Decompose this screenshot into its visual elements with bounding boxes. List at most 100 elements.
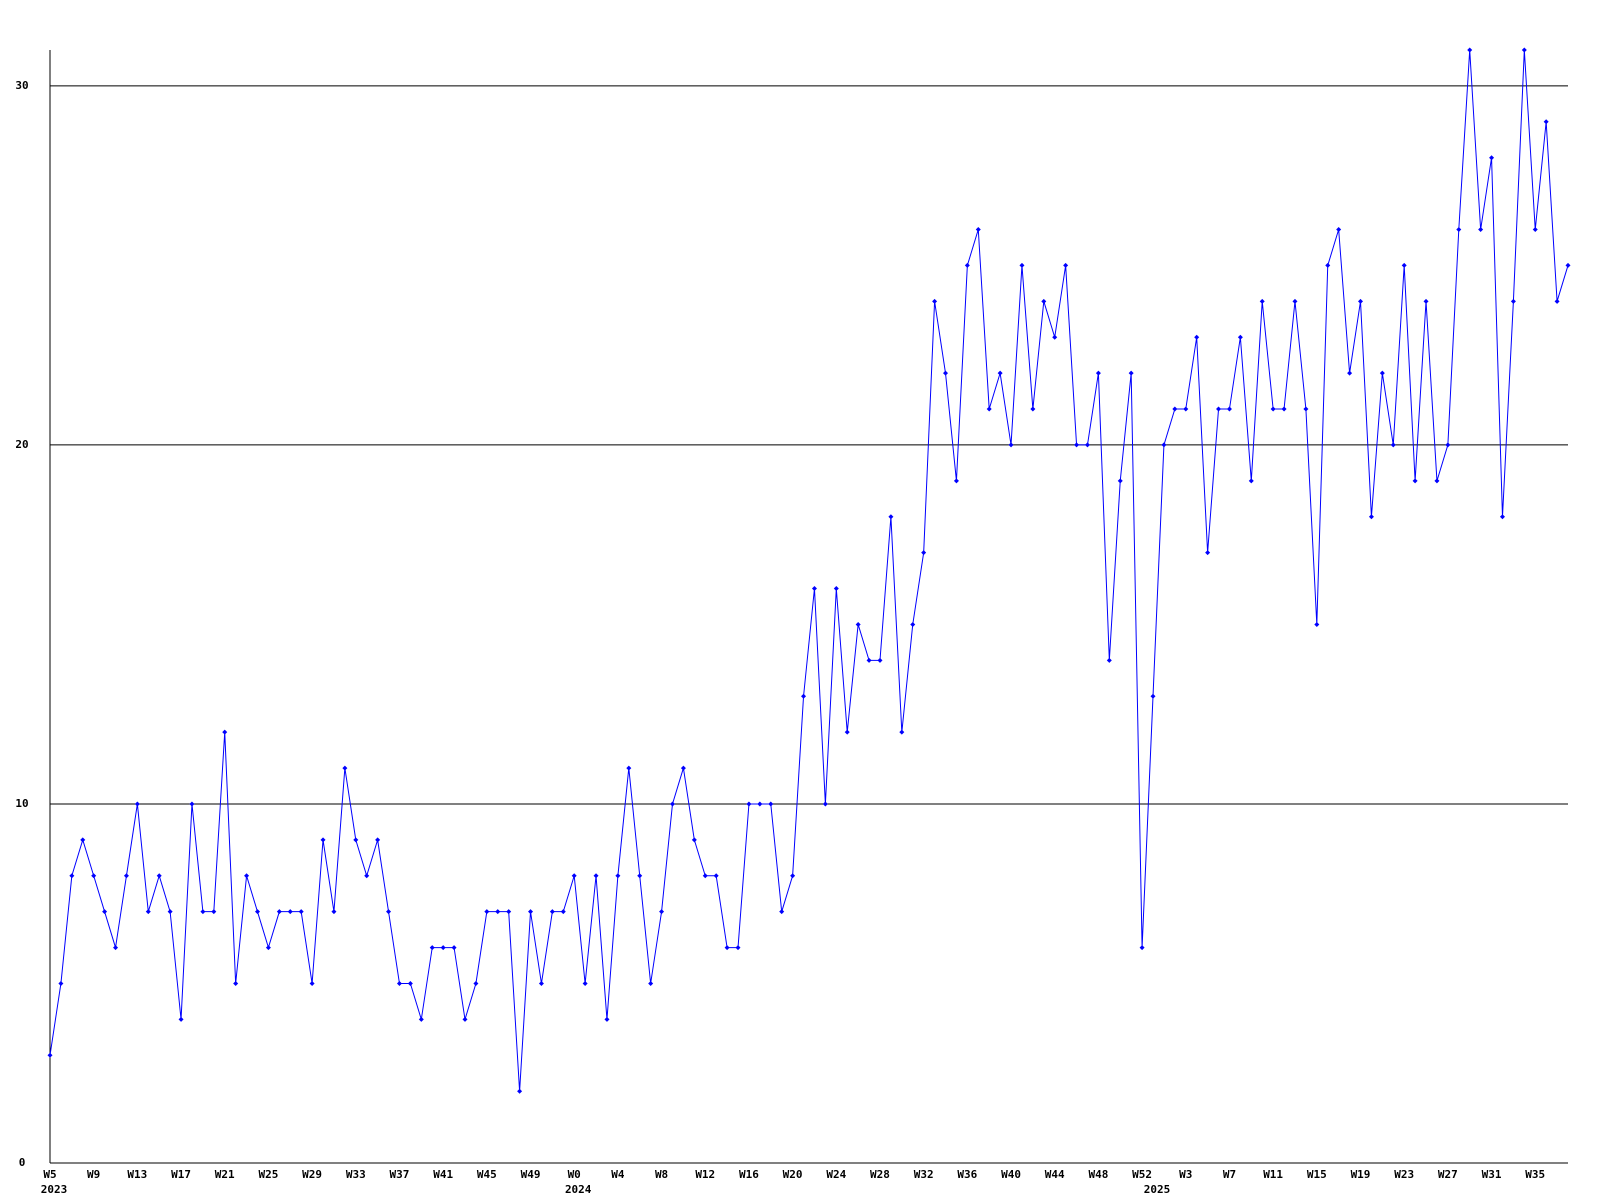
x-tick-label: W24 <box>826 1168 846 1181</box>
data-point <box>855 621 861 627</box>
data-point <box>1019 262 1025 268</box>
x-tick-label: W45 <box>477 1168 497 1181</box>
data-point <box>1554 298 1560 304</box>
data-point <box>538 980 544 986</box>
data-point <box>1205 550 1211 556</box>
data-point <box>1084 442 1090 448</box>
data-point <box>1423 298 1429 304</box>
data-point <box>1510 298 1516 304</box>
data-point <box>877 657 883 663</box>
data-point <box>178 1016 184 1022</box>
data-point <box>1445 442 1451 448</box>
y-tick-label: 10 <box>15 797 28 810</box>
data-point <box>1499 514 1505 520</box>
data-point <box>386 909 392 915</box>
data-point <box>779 909 785 915</box>
x-tick-label: W20 <box>783 1168 803 1181</box>
data-point <box>102 909 108 915</box>
data-point <box>626 765 632 771</box>
data-point <box>1172 406 1178 412</box>
data-point <box>506 909 512 915</box>
data-point <box>1161 442 1167 448</box>
x-tick-label: W28 <box>870 1168 890 1181</box>
data-point <box>1259 298 1265 304</box>
data-point <box>1248 478 1254 484</box>
data-point <box>298 909 304 915</box>
data-point <box>1008 442 1014 448</box>
data-point <box>1314 621 1320 627</box>
x-tick-label: W23 <box>1394 1168 1414 1181</box>
data-point <box>167 909 173 915</box>
x-tick-label: W13 <box>127 1168 147 1181</box>
x-tick-label: W5 <box>43 1168 56 1181</box>
x-tick-label: W27 <box>1438 1168 1458 1181</box>
x-tick-label: W17 <box>171 1168 191 1181</box>
y-tick-label: 20 <box>15 438 28 451</box>
x-tick-label: W21 <box>215 1168 235 1181</box>
data-point <box>1478 227 1484 233</box>
data-point <box>1456 227 1462 233</box>
x-tick-label: W8 <box>655 1168 668 1181</box>
x-tick-label: W19 <box>1351 1168 1371 1181</box>
data-point <box>473 980 479 986</box>
data-point <box>768 801 774 807</box>
data-point <box>1063 262 1069 268</box>
data-point <box>440 945 446 951</box>
data-point <box>1095 370 1101 376</box>
year-label: 2024 <box>565 1183 592 1196</box>
data-line <box>49 49 1569 1092</box>
data-point <box>1358 298 1364 304</box>
x-tick-label: W40 <box>1001 1168 1021 1181</box>
data-point <box>1303 406 1309 412</box>
x-tick-label: W3 <box>1179 1168 1192 1181</box>
data-point <box>1434 478 1440 484</box>
data-point <box>953 478 959 484</box>
data-point <box>1226 406 1232 412</box>
data-point <box>560 909 566 915</box>
x-tick-label: W33 <box>346 1168 366 1181</box>
data-point <box>265 945 271 951</box>
data-point <box>342 765 348 771</box>
x-tick-label: W4 <box>611 1168 625 1181</box>
data-point <box>669 801 675 807</box>
data-point <box>1543 119 1549 125</box>
data-point <box>1401 262 1407 268</box>
x-tick-label: W31 <box>1482 1168 1502 1181</box>
x-tick-label: W7 <box>1223 1168 1236 1181</box>
data-point <box>702 873 708 879</box>
x-tick-label: W49 <box>521 1168 541 1181</box>
data-point <box>680 765 686 771</box>
data-point <box>1379 370 1385 376</box>
data-point <box>517 1088 523 1094</box>
data-point <box>1281 406 1287 412</box>
data-point <box>648 980 654 986</box>
data-point <box>549 909 555 915</box>
data-point <box>407 980 413 986</box>
data-point <box>943 370 949 376</box>
data-point <box>69 873 75 879</box>
x-tick-label: W44 <box>1045 1168 1065 1181</box>
data-point <box>1532 227 1538 233</box>
data-point <box>1183 406 1189 412</box>
data-point <box>418 1016 424 1022</box>
data-point <box>1336 227 1342 233</box>
year-label: 2023 <box>41 1183 68 1196</box>
data-point <box>222 729 228 735</box>
data-point <box>211 909 217 915</box>
data-point <box>801 693 807 699</box>
data-point <box>921 550 927 556</box>
data-point <box>1216 406 1222 412</box>
data-point <box>244 873 250 879</box>
data-point <box>1117 478 1123 484</box>
data-point <box>484 909 490 915</box>
data-point <box>91 873 97 879</box>
data-point <box>113 945 119 951</box>
data-point <box>145 909 151 915</box>
data-point <box>1347 370 1353 376</box>
data-point <box>866 657 872 663</box>
data-point <box>233 980 239 986</box>
data-point <box>724 945 730 951</box>
data-point <box>254 909 260 915</box>
data-point <box>396 980 402 986</box>
data-point <box>462 1016 468 1022</box>
